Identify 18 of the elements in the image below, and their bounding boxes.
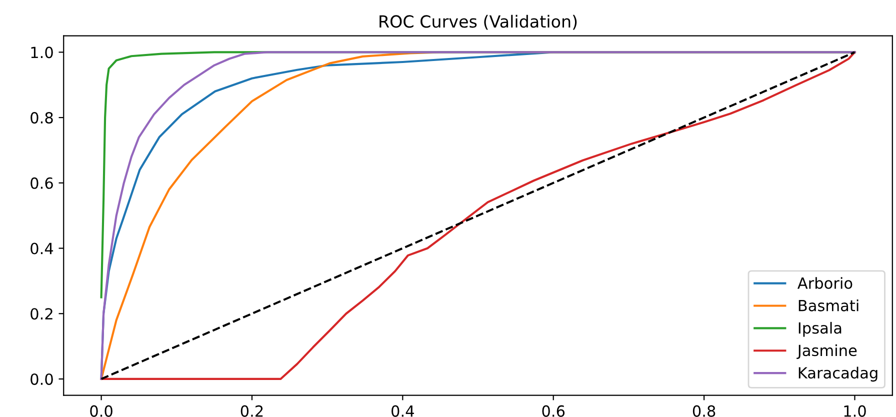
legend-label: Arborio (798, 277, 852, 289)
y-tick-label: 0.0 (30, 373, 53, 385)
x-tick-label: 0.6 (542, 405, 565, 417)
y-tick-label: 0.8 (30, 112, 53, 124)
x-tick-label: 0.0 (90, 405, 112, 417)
y-tick-label: 1.0 (31, 46, 53, 58)
x-tick-label: 0.2 (240, 405, 263, 417)
y-tick-label: 0.2 (30, 308, 52, 320)
y-tick-label: 0.6 (30, 177, 53, 189)
x-tick-label: 0.4 (392, 405, 414, 417)
y-tick-label: 0.4 (30, 242, 54, 254)
legend-label: Jasmine (796, 344, 857, 360)
x-tick-label: 1.0 (844, 405, 866, 417)
legend-label: Ipsala (798, 322, 842, 337)
legend-label: Karacadag (798, 366, 878, 382)
chart-title: ROC Curves (Validation) (380, 14, 577, 30)
x-tick-label: 0.8 (692, 405, 716, 417)
legend-label: Basmati (798, 300, 858, 312)
